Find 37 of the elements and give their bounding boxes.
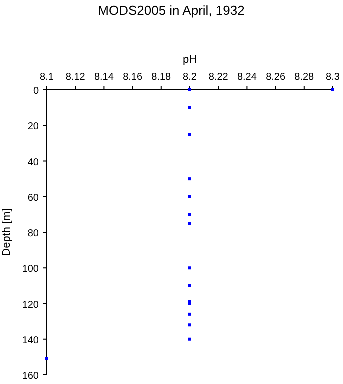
x-axis-title: pH [182, 54, 198, 66]
x-tick-label: 8.18 [152, 72, 172, 83]
point [188, 284, 192, 288]
x-tick-label: 8.26 [266, 72, 286, 83]
point [188, 88, 192, 92]
y-tick-label: 40 [28, 157, 40, 168]
point [188, 222, 192, 226]
point [188, 312, 192, 316]
y-tick-label: 100 [22, 264, 40, 276]
x-tick-label: 8.28 [294, 72, 315, 83]
y-tick-label: 60 [28, 192, 40, 204]
point [332, 88, 334, 92]
y-tick-label: 160 [22, 371, 40, 382]
point [188, 324, 192, 327]
point [188, 133, 192, 136]
point [188, 338, 192, 341]
y-tick-label: 0 [33, 86, 40, 97]
point [188, 213, 192, 216]
x-tick-label: 8.2 [183, 72, 198, 83]
point [188, 178, 192, 181]
y-tick-label: 140 [22, 335, 40, 346]
x-tick-label: 8.14 [94, 72, 114, 83]
x-tick-label: 8.1 [40, 72, 54, 83]
y-tick-label: 120 [22, 300, 40, 311]
x-tick-label: 8.22 [208, 72, 229, 83]
x-tick-label: 8.16 [123, 72, 143, 83]
y-axis-title: Depth [m] [1, 208, 13, 256]
point [188, 106, 192, 110]
x-tick-label: 8.24 [237, 72, 258, 83]
point [46, 357, 48, 360]
x-tick-label: 8.3 [326, 72, 340, 83]
point [188, 266, 192, 270]
point [188, 195, 192, 198]
y-tick-label: 20 [28, 122, 40, 133]
chart-title: MODS2005 in April, 1932 [98, 3, 245, 18]
x-tick-label: 8.12 [66, 72, 86, 83]
y-tick-label: 80 [28, 228, 40, 240]
